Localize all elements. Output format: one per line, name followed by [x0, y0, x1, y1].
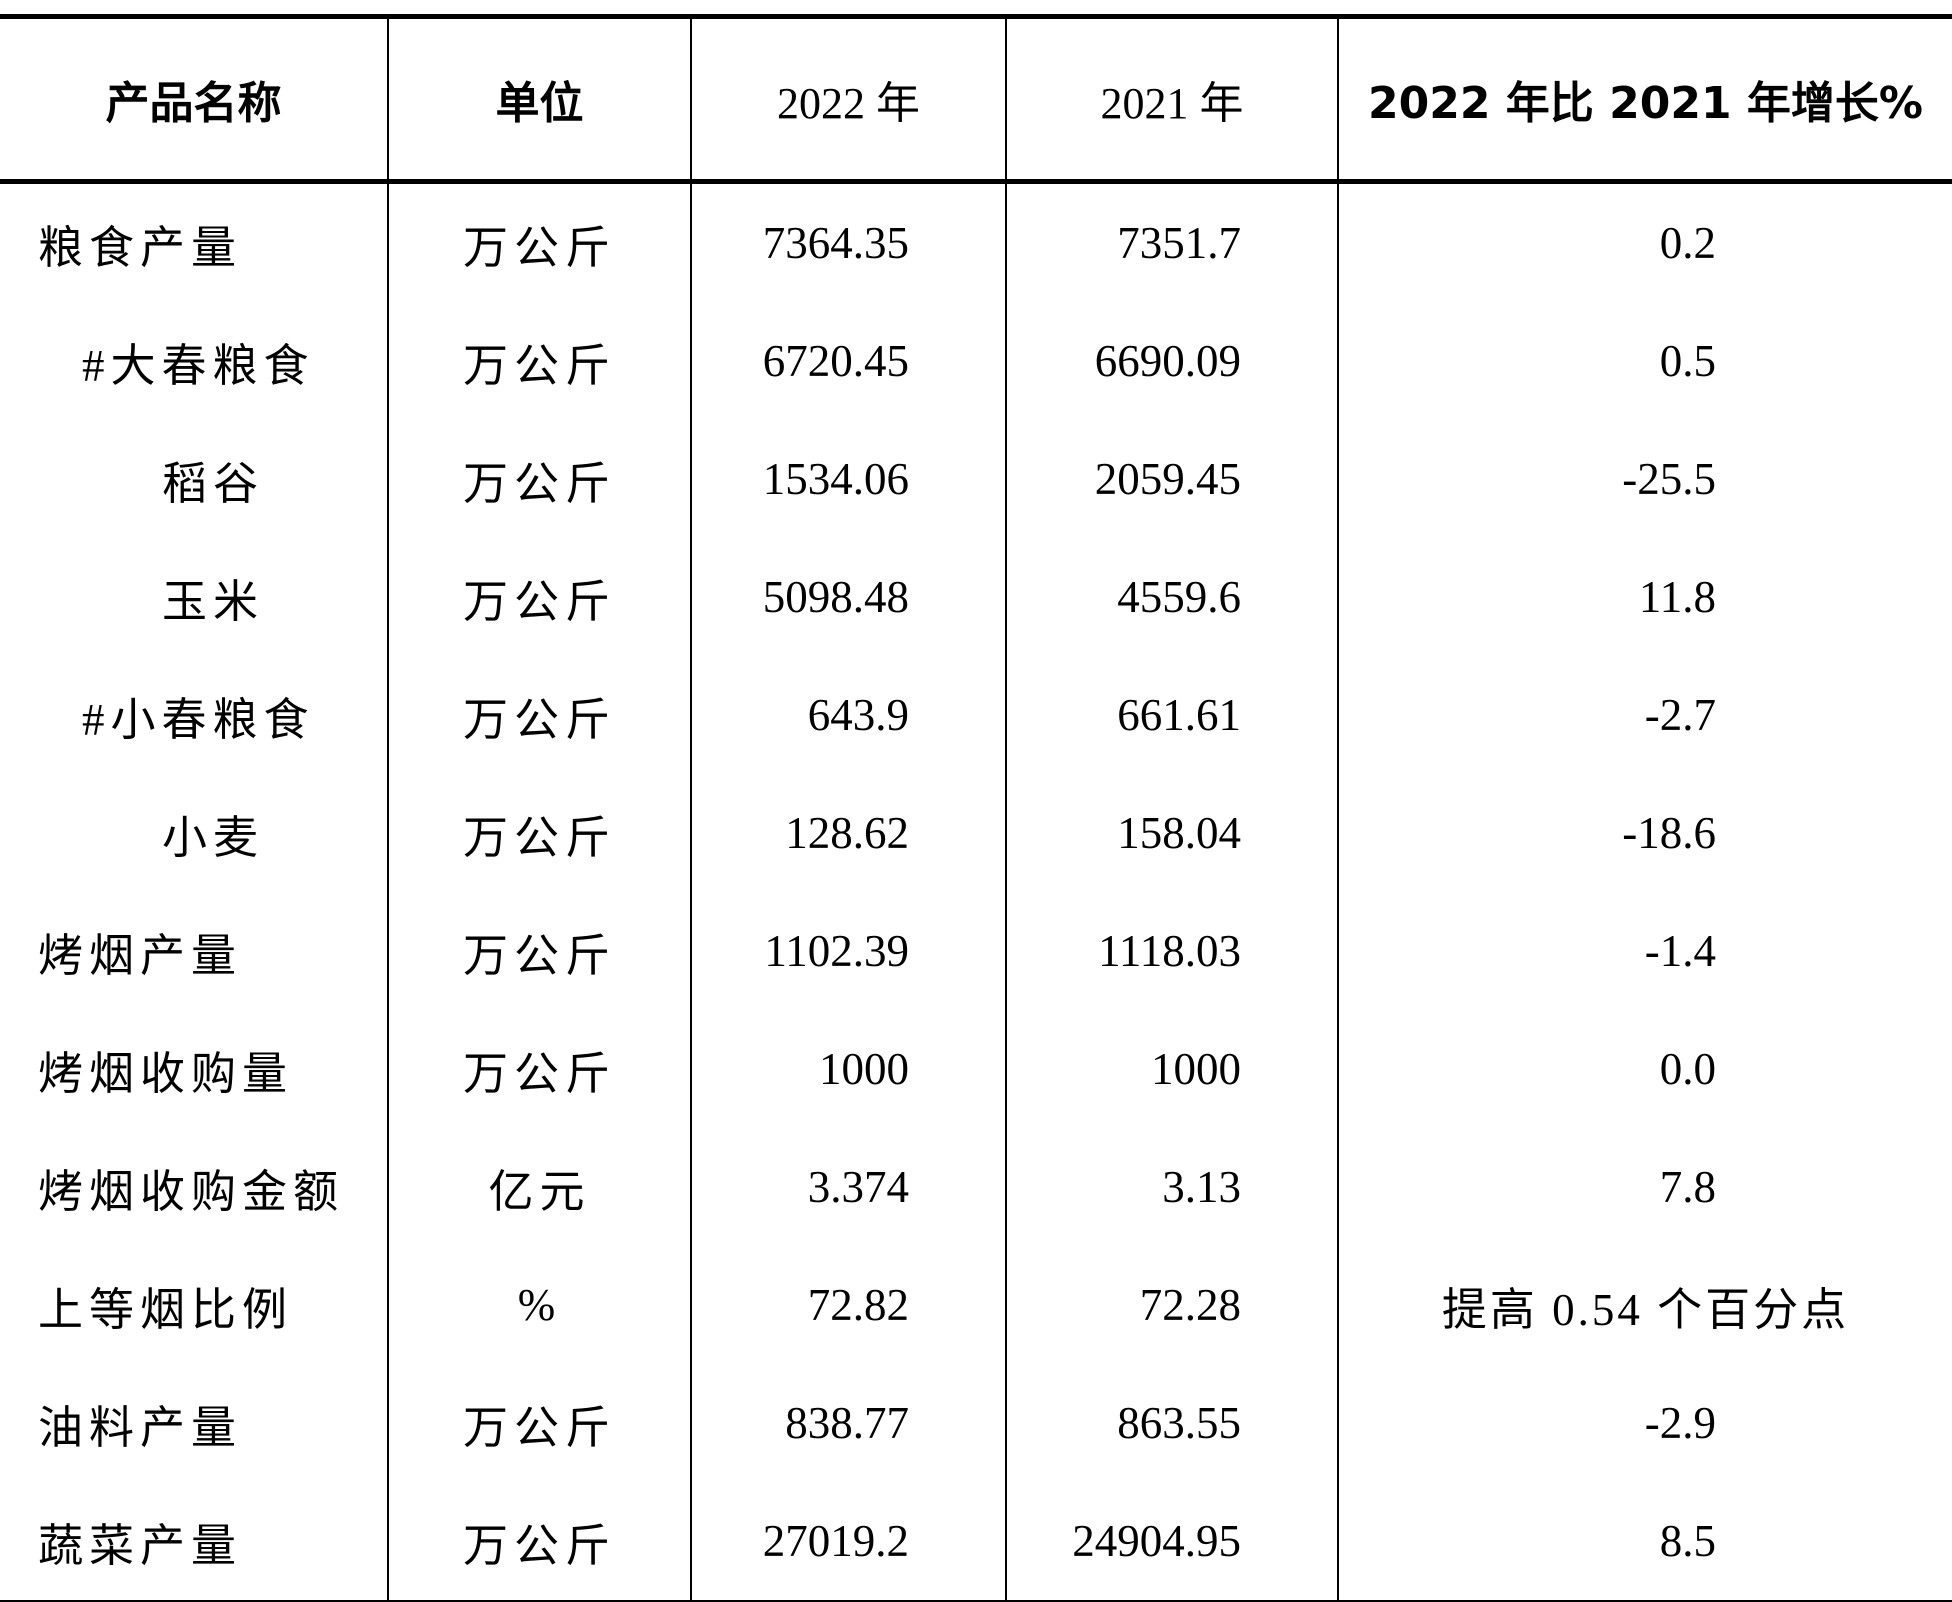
table-row: 玉米 万公斤 5098.48 4559.6 11.8 [0, 538, 1952, 656]
table-cell: 158.04 [1005, 774, 1338, 892]
table-cell: 0.0 [1337, 1010, 1952, 1128]
table-cell: 上等烟比例 [38, 1284, 294, 1335]
header-cell: 2022 年 [690, 16, 1006, 182]
header-cell: 产品名称 [105, 78, 282, 129]
table-row: 稻谷 万公斤 1534.06 2059.45 -25.5 [0, 420, 1952, 538]
table-cell: 72.82 [690, 1246, 1006, 1364]
table-row: 烤烟收购金额 亿元 3.374 3.13 7.8 [0, 1128, 1952, 1246]
header-cell: 2021 年 [1005, 16, 1338, 182]
header-row: 产品名称 单位 2022 年 2021 年 2022 年比 2021 年增长% [0, 16, 1952, 182]
table-cell: 1000 [690, 1010, 1006, 1128]
table-cell: 烤烟产量 [38, 930, 243, 981]
table-row: 粮食产量 万公斤 7364.35 7351.7 0.2 [0, 181, 1952, 302]
table-cell: 3.13 [1005, 1128, 1338, 1246]
table-row: 烤烟产量 万公斤 1102.39 1118.03 -1.4 [0, 892, 1952, 1010]
table-cell: 838.77 [690, 1364, 1006, 1482]
table-cell: 万公斤 [387, 1010, 691, 1128]
table-row: 烤烟收购量 万公斤 1000 1000 0.0 [0, 1010, 1952, 1128]
table-cell: 5098.48 [690, 538, 1006, 656]
table-cell: 亿元 [387, 1128, 691, 1246]
table-cell: 643.9 [690, 656, 1006, 774]
table-cell: 6690.09 [1005, 302, 1338, 420]
table-cell: 提高 0.54 个百分点 [1337, 1246, 1952, 1364]
table-cell: % [387, 1246, 691, 1364]
table-cell: 小麦 [162, 812, 265, 863]
table-cell: 万公斤 [387, 181, 691, 302]
table-cell: 万公斤 [387, 774, 691, 892]
table-cell: -25.5 [1337, 420, 1952, 538]
table-cell: 万公斤 [387, 302, 691, 420]
table-cell: 1534.06 [690, 420, 1006, 538]
table-cell: -18.6 [1337, 774, 1952, 892]
table-cell: 24904.95 [1005, 1482, 1338, 1602]
table-cell: 1102.39 [690, 892, 1006, 1010]
table-row: #大春粮食 万公斤 6720.45 6690.09 0.5 [0, 302, 1952, 420]
table-cell: 0.5 [1337, 302, 1952, 420]
header-cell: 2022 年比 2021 年增长% [1337, 16, 1952, 182]
table-cell: 玉米 [162, 576, 265, 627]
table-cell: 万公斤 [387, 656, 691, 774]
table-cell: 7351.7 [1005, 181, 1338, 302]
table-cell: -2.7 [1337, 656, 1952, 774]
table-cell: 11.8 [1337, 538, 1952, 656]
table-cell: 1000 [1005, 1010, 1338, 1128]
data-table: 产品名称 单位 2022 年 2021 年 2022 年比 2021 年增长% 粮食产量… [0, 14, 1952, 1602]
table-cell: 万公斤 [387, 420, 691, 538]
table-cell: 3.374 [690, 1128, 1006, 1246]
table-cell: 2059.45 [1005, 420, 1338, 538]
table-cell: 72.28 [1005, 1246, 1338, 1364]
table-row: 油料产量 万公斤 838.77 863.55 -2.9 [0, 1364, 1952, 1482]
table-cell: 661.61 [1005, 656, 1338, 774]
table-cell: #大春粮食 [82, 340, 315, 391]
table-row: 小麦 万公斤 128.62 158.04 -18.6 [0, 774, 1952, 892]
table-cell: 万公斤 [387, 1482, 691, 1602]
table-cell: 0.2 [1337, 181, 1952, 302]
table-cell: 万公斤 [387, 892, 691, 1010]
table-cell: 万公斤 [387, 1364, 691, 1482]
table-cell: 油料产量 [38, 1402, 243, 1453]
table-row: 上等烟比例% 72.82 72.28 提高 0.54 个百分点 [0, 1246, 1952, 1364]
table-cell: 7.8 [1337, 1128, 1952, 1246]
table-cell: 稻谷 [162, 458, 265, 509]
table-cell: 863.55 [1005, 1364, 1338, 1482]
table-cell: 7364.35 [690, 181, 1006, 302]
table-cell: 烤烟收购金额 [38, 1166, 345, 1217]
table-cell: 6720.45 [690, 302, 1006, 420]
table-cell: 4559.6 [1005, 538, 1338, 656]
table-cell: 粮食产量 [38, 222, 243, 273]
header-cell: 单位 [387, 16, 691, 182]
table-body: 粮食产量 万公斤 7364.35 7351.7 0.2 #大春粮食 万公斤 6720.45 66… [0, 181, 1952, 1602]
table-row: 蔬菜产量 万公斤 27019.2 24904.95 8.5 [0, 1482, 1952, 1602]
table-cell: 8.5 [1337, 1482, 1952, 1602]
table-cell: 蔬菜产量 [0, 1482, 388, 1602]
table-cell: -1.4 [1337, 892, 1952, 1010]
table-cell: 1118.03 [1005, 892, 1338, 1010]
table-row: #小春粮食 万公斤 643.9 661.61 -2.7 [0, 656, 1952, 774]
table-cell: 128.62 [690, 774, 1006, 892]
table-cell: 万公斤 [387, 538, 691, 656]
table-cell: 27019.2 [690, 1482, 1006, 1602]
table-cell: 烤烟收购量 [38, 1048, 294, 1099]
table-cell: -2.9 [1337, 1364, 1952, 1482]
table-cell: #小春粮食 [82, 694, 315, 745]
